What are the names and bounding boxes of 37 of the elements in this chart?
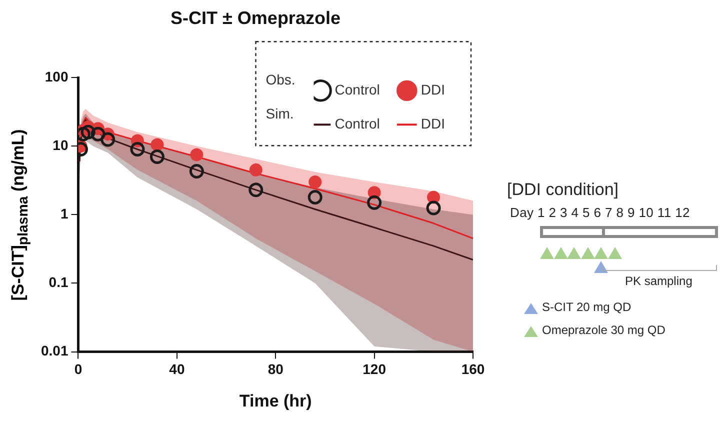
text: Day 1 2 3 4 5 6 7 8 9 10 11 12 <box>510 205 690 220</box>
legend-label: DDI <box>420 81 446 98</box>
point <box>190 148 204 162</box>
point <box>249 163 262 176</box>
legend-label: Control <box>334 115 380 132</box>
annotation: Obs. <box>266 71 296 88</box>
point <box>100 132 116 147</box>
x-tick-label: 0 <box>74 361 82 378</box>
legend-label: DDI <box>420 115 446 132</box>
text: S-CIT 20 mg QD <box>542 300 632 314</box>
y-tick-label: 0.1 <box>48 274 68 290</box>
text: PK sampling <box>625 274 692 288</box>
annotation: Sim. <box>266 105 294 122</box>
x-tick-label: 120 <box>362 361 386 378</box>
y-tick-label: 10 <box>52 137 68 154</box>
x-tick-label: 80 <box>268 361 284 378</box>
point <box>426 200 441 216</box>
x-axis-title: Time (hr) <box>239 391 312 410</box>
y-tick-label: 1 <box>60 206 68 222</box>
point <box>130 142 145 157</box>
text: Omeprazole 30 mg QD <box>542 323 666 337</box>
y-tick-label: 100 <box>44 68 68 84</box>
point <box>248 182 264 198</box>
x-tick-label: 40 <box>169 361 185 378</box>
point <box>308 175 322 188</box>
point <box>150 138 164 152</box>
y-tick-label: 0.01 <box>41 342 68 359</box>
text: [DDI condition] <box>507 180 618 200</box>
chart-title: S-CIT ± Omeprazole <box>170 8 340 28</box>
point <box>150 150 164 164</box>
point <box>90 126 106 142</box>
point <box>189 164 204 179</box>
legend-label: Control <box>334 81 380 98</box>
point <box>367 195 382 210</box>
x-tick-label: 160 <box>461 361 485 378</box>
point <box>308 190 322 204</box>
point <box>80 124 96 140</box>
